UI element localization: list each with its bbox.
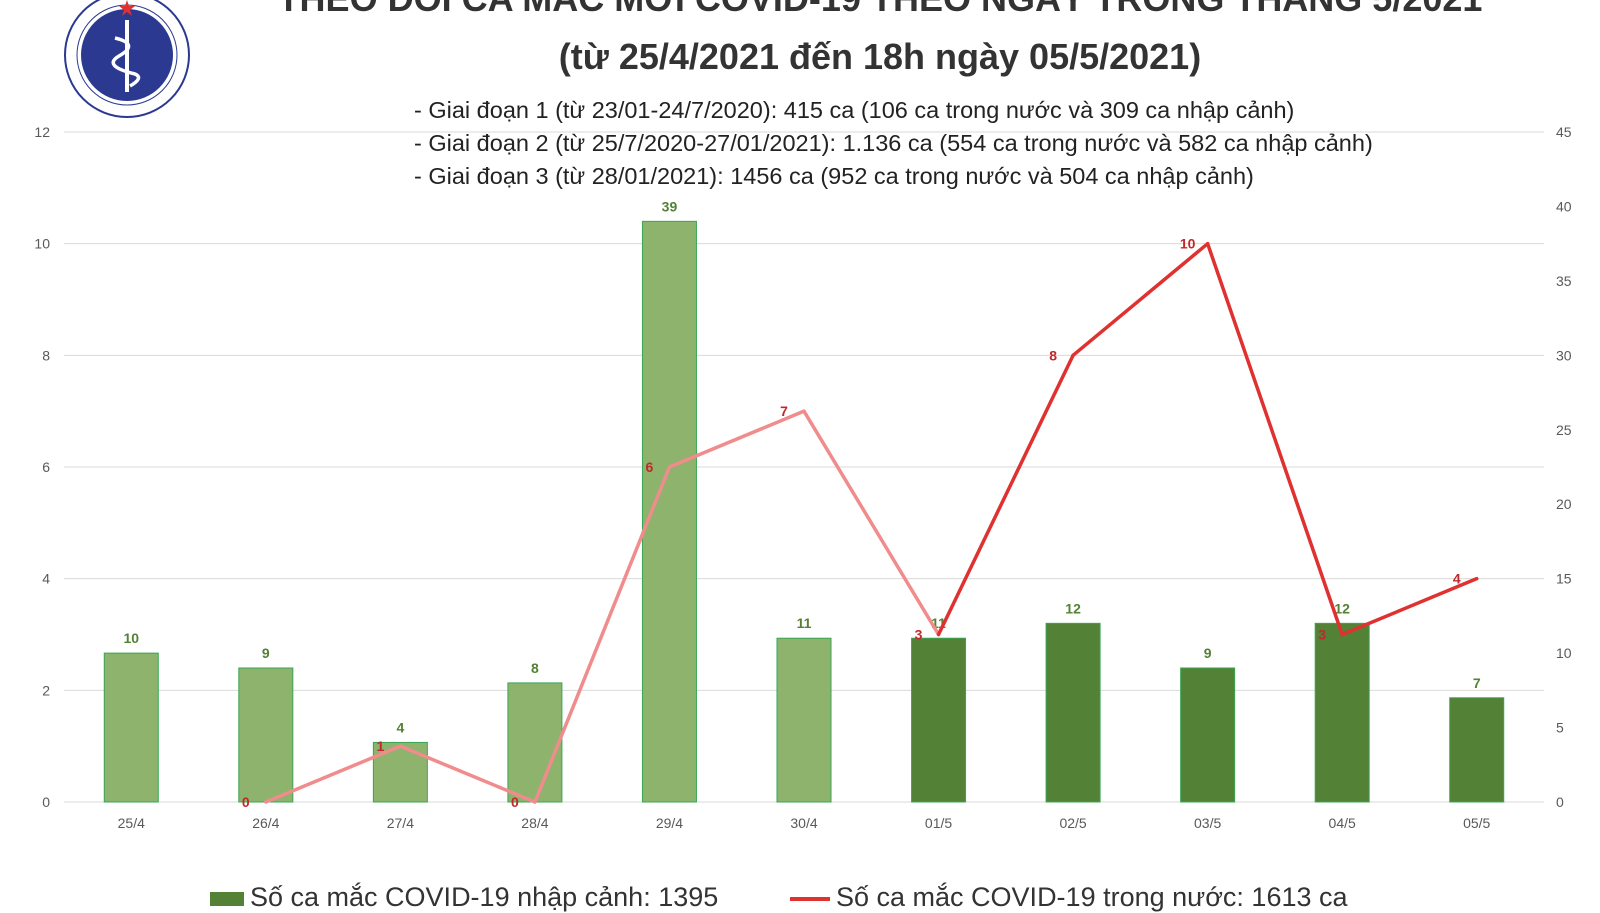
- bar: [1314, 622, 1370, 803]
- line-value-label: 8: [1049, 347, 1057, 363]
- x-tick-label: 02/5: [1059, 815, 1086, 831]
- x-tick-label: 05/5: [1463, 815, 1490, 831]
- x-tick-label: 04/5: [1329, 815, 1356, 831]
- x-tick-label: 03/5: [1194, 815, 1221, 831]
- y-right-tick-label: 25: [1556, 422, 1572, 438]
- y-right-tick-label: 5: [1556, 720, 1564, 736]
- bar-value-label: 4: [396, 719, 404, 735]
- y-right-tick-label: 20: [1556, 496, 1572, 512]
- bar: [911, 637, 967, 803]
- x-tick-label: 28/4: [521, 815, 548, 831]
- x-tick-label: 30/4: [790, 815, 817, 831]
- line-segment: [936, 353, 1075, 637]
- legend-line-label: Số ca mắc COVID-19 trong nước: 1613 ca: [836, 882, 1348, 912]
- y-left-tick-label: 4: [42, 571, 50, 587]
- bar-value-label: 11: [797, 615, 812, 631]
- bar-value-label: 9: [1204, 645, 1212, 661]
- x-tick-label: 25/4: [118, 815, 145, 831]
- period-notes: - Giai đoạn 1 (từ 23/01-24/7/2020): 415 …: [414, 94, 1373, 193]
- bar-value-label: 9: [262, 645, 270, 661]
- bar-value-label: 12: [1334, 600, 1350, 616]
- bar: [1045, 622, 1101, 803]
- bar-value-label: 39: [662, 198, 678, 214]
- line-value-label: 4: [1453, 571, 1461, 587]
- bar: [103, 652, 159, 803]
- ministry-of-health-logo: [64, 0, 190, 118]
- line-segment: [533, 465, 672, 804]
- y-right-tick-label: 40: [1556, 198, 1572, 214]
- y-right-tick-label: 30: [1556, 347, 1572, 363]
- x-tick-label: 29/4: [656, 815, 683, 831]
- note-period-3: - Giai đoạn 3 (từ 28/01/2021): 1456 ca (…: [414, 163, 1254, 189]
- line-value-label: 10: [1180, 236, 1196, 252]
- line-value-label: 1: [376, 738, 384, 754]
- bar-value-label: 12: [1065, 600, 1081, 616]
- y-right-tick-label: 0: [1556, 794, 1564, 810]
- line-segment: [1071, 241, 1210, 358]
- line-segment: [1340, 576, 1479, 637]
- bar: [1449, 697, 1505, 803]
- note-period-1: - Giai đoạn 1 (từ 23/01-24/7/2020): 415 …: [414, 97, 1295, 123]
- line-segment: [802, 409, 941, 637]
- x-tick-label: 27/4: [387, 815, 414, 831]
- y-left-tick-label: 8: [42, 347, 50, 363]
- y-left-tick-label: 2: [42, 682, 50, 698]
- note-period-2: - Giai đoạn 2 (từ 25/7/2020-27/01/2021):…: [414, 130, 1373, 156]
- line-value-label: 6: [646, 459, 654, 475]
- x-tick-label: 01/5: [925, 815, 952, 831]
- line-segment: [398, 744, 537, 804]
- line-segment: [667, 409, 806, 469]
- line-value-label: 3: [915, 627, 923, 643]
- bar: [238, 667, 294, 803]
- y-left-tick-label: 10: [34, 236, 50, 252]
- bar: [776, 637, 832, 803]
- bar-value-label: 7: [1473, 675, 1481, 691]
- bar-value-label: 8: [531, 660, 539, 676]
- chart-title-line2: (từ 25/4/2021 đến 18h ngày 05/5/2021): [558, 36, 1202, 77]
- line-value-label: 0: [242, 794, 250, 810]
- legend-bars: Số ca mắc COVID-19 nhập cảnh: 1395: [210, 882, 718, 913]
- y-left-tick-label: 6: [42, 459, 50, 475]
- line-value-label: 3: [1318, 627, 1326, 643]
- bar: [507, 682, 563, 803]
- line-segment: [264, 744, 403, 804]
- legend-line: Số ca mắc COVID-19 trong nước: 1613 ca: [790, 882, 1348, 913]
- legend-bars-label: Số ca mắc COVID-19 nhập cảnh: 1395: [250, 882, 719, 912]
- line-value-label: 0: [511, 794, 519, 810]
- line-value-label: 7: [780, 403, 788, 419]
- y-left-tick-label: 12: [34, 124, 50, 140]
- chart-title-line1: THEO DÕI CA MẮC MỚI COVID-19 THEO NGÀY T…: [180, 0, 1580, 20]
- y-right-tick-label: 35: [1556, 273, 1572, 289]
- bar: [1180, 667, 1236, 803]
- line-segment: [1205, 241, 1344, 637]
- y-left-tick-label: 0: [42, 794, 50, 810]
- y-right-tick-label: 10: [1556, 645, 1572, 661]
- bar-value-label: 10: [123, 630, 139, 646]
- x-tick-label: 26/4: [252, 815, 279, 831]
- y-right-tick-label: 45: [1556, 124, 1572, 140]
- y-right-tick-label: 15: [1556, 571, 1572, 587]
